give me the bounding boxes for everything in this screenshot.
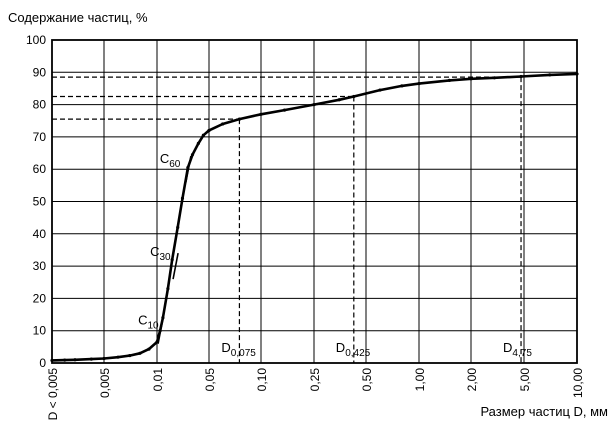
x-tick-label: 0,50: [360, 368, 374, 392]
marker-label: C60: [160, 151, 181, 170]
y-tick-label: 60: [33, 162, 47, 176]
curve-markers: [50, 72, 579, 363]
x-tick-label: 0,01: [151, 368, 165, 392]
reference-symbol: D: [336, 340, 345, 355]
data-point: [166, 287, 170, 291]
data-point: [469, 77, 473, 81]
data-point: [102, 356, 106, 361]
data-point: [378, 88, 382, 92]
marker-label: C10: [138, 313, 159, 332]
y-tick-labels: 0 10 20 30 40 50 60 70 80 90 100: [26, 33, 46, 370]
reference-subscript: 0,075: [231, 348, 256, 359]
x-tick-label: 0,10: [255, 368, 269, 392]
data-point: [201, 133, 205, 137]
data-point: [259, 112, 263, 116]
data-point: [63, 358, 67, 362]
data-point: [196, 141, 200, 145]
data-point: [180, 196, 185, 200]
data-point: [170, 258, 174, 262]
plot-frame: [51, 39, 578, 364]
data-point: [282, 108, 287, 112]
marker-subscript: 60: [169, 159, 181, 170]
data-point: [447, 78, 452, 82]
y-tick-label: 70: [33, 130, 47, 144]
reference-label: D0,425: [336, 340, 371, 359]
data-point: [519, 74, 523, 79]
data-point: [237, 117, 242, 121]
y-tick-label: 0: [39, 356, 46, 370]
data-point: [89, 357, 93, 361]
data-point: [312, 103, 316, 107]
x-tick-label: 0,05: [203, 368, 217, 392]
data-point: [190, 153, 195, 157]
x-tick-labels: D < 0,005 0,005 0,01 0,05 0,10 0,25 0,50 1,00 2,…: [46, 368, 585, 421]
x-tick-label: 0,005: [98, 368, 112, 398]
reference-lines: [52, 76, 522, 363]
data-point: [221, 122, 225, 126]
marker-tick: [157, 317, 164, 344]
data-point: [128, 353, 132, 358]
reference-subscript: 4,75: [512, 348, 532, 359]
data-point: [400, 84, 404, 88]
marker-tick: [172, 252, 179, 280]
data-point: [116, 355, 120, 359]
y-tick-label: 50: [33, 195, 47, 209]
reference-label: D4,75: [503, 340, 532, 359]
y-tick-label: 90: [33, 65, 47, 79]
data-point: [207, 128, 211, 133]
reference-label: D0,075: [221, 340, 256, 359]
x-axis-label: Размер частиц D, мм: [480, 404, 608, 419]
marker-subscript: 30: [159, 252, 171, 263]
marker-subscript: 10: [147, 321, 159, 332]
y-tick-label: 10: [33, 324, 47, 338]
reference-subscript: 0,425: [345, 348, 370, 359]
y-tick-label: 30: [33, 259, 47, 273]
data-point: [73, 358, 77, 362]
y-tick-label: 20: [33, 291, 47, 305]
x-tick-label: D < 0,005: [46, 368, 60, 421]
marker-label: C30: [150, 244, 171, 263]
data-point: [417, 82, 421, 86]
y-tick-label: 40: [33, 227, 47, 241]
data-point: [492, 76, 497, 80]
marker-tick: [185, 156, 192, 183]
data-point: [138, 351, 142, 355]
reference-symbol: D: [221, 340, 230, 355]
chart-title: Содержание частиц, %: [8, 10, 148, 25]
marker-symbol: C: [160, 151, 169, 166]
x-tick-label: 2,00: [465, 368, 479, 392]
data-point: [548, 73, 552, 77]
y-tick-label: 100: [26, 33, 46, 47]
data-point: [147, 347, 151, 351]
marker-symbol: C: [138, 313, 147, 328]
data-point: [176, 225, 180, 229]
x-tick-label: 5,00: [518, 368, 532, 392]
x-tick-label: 10,00: [571, 368, 585, 398]
reference-symbol: D: [503, 340, 512, 355]
y-tick-label: 80: [33, 98, 47, 112]
data-point: [352, 94, 356, 99]
x-tick-label: 0,25: [308, 368, 322, 392]
data-point: [337, 98, 341, 102]
x-tick-label: 1,00: [413, 368, 427, 392]
marker-symbol: C: [150, 244, 159, 259]
grid: [51, 39, 578, 364]
